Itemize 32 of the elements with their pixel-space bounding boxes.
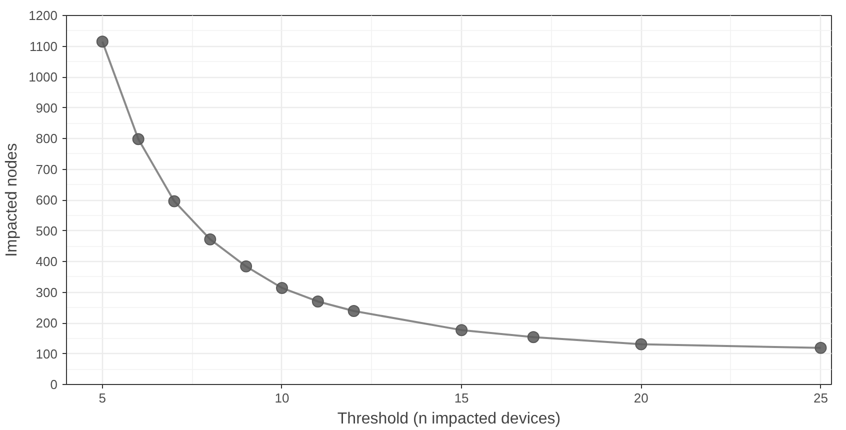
x-tick-label: 15 <box>454 390 469 406</box>
y-tick-label: 1000 <box>28 70 58 84</box>
x-axis-title: Threshold (n impacted devices) <box>337 410 561 428</box>
point <box>168 195 180 208</box>
x-tick-label: 20 <box>634 390 648 406</box>
y-tick-label: 1100 <box>30 38 58 54</box>
y-tick-label: 100 <box>36 346 58 362</box>
y-tick-label: 400 <box>36 254 58 269</box>
x-tick-label: 25 <box>813 390 828 406</box>
y-tick-label: 900 <box>36 100 58 116</box>
point <box>204 233 216 246</box>
y-tick-label: 600 <box>36 192 58 208</box>
y-tick-label: 1200 <box>28 8 58 23</box>
y-tick-label: 800 <box>36 131 58 146</box>
y-tick-label: 200 <box>36 316 58 330</box>
point <box>456 324 468 336</box>
x-tick-label: 5 <box>98 390 106 406</box>
point <box>635 338 648 350</box>
point <box>96 36 108 48</box>
point <box>276 282 288 294</box>
point <box>348 305 360 317</box>
point <box>527 331 540 344</box>
point <box>132 133 144 146</box>
point <box>814 342 827 354</box>
point <box>240 260 252 272</box>
y-axis-title: Impacted nodes <box>4 143 21 257</box>
y-tick-label: 500 <box>36 223 58 238</box>
y-tick-label: 300 <box>36 284 58 300</box>
y-tick-label: 700 <box>36 162 58 177</box>
point <box>312 295 324 308</box>
x-tick-label: 10 <box>274 390 290 406</box>
y-tick-label: 0 <box>50 377 58 392</box>
